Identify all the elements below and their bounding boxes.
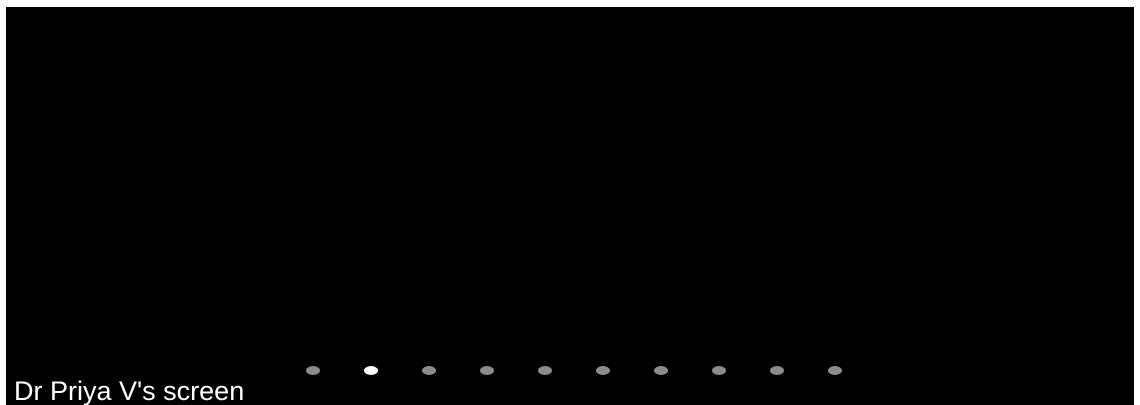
page-dot-icon[interactable]: [538, 366, 552, 375]
page-dot-icon[interactable]: [422, 366, 436, 375]
shared-screen-content: [6, 7, 1134, 357]
page-dot-icon[interactable]: [712, 366, 726, 375]
presenter-screen-label: Dr Priya V's screen: [14, 376, 245, 405]
page-dot-icon[interactable]: [364, 366, 378, 375]
page-dot-icon[interactable]: [480, 366, 494, 375]
page-dot-icon[interactable]: [654, 366, 668, 375]
screen-share-viewer: Dr Priya V's screen: [6, 7, 1134, 405]
page-dot-icon[interactable]: [596, 366, 610, 375]
page-dot-icon[interactable]: [306, 366, 320, 375]
page-indicator: [306, 365, 846, 377]
page-dot-icon[interactable]: [770, 366, 784, 375]
page-dot-icon[interactable]: [828, 366, 842, 375]
